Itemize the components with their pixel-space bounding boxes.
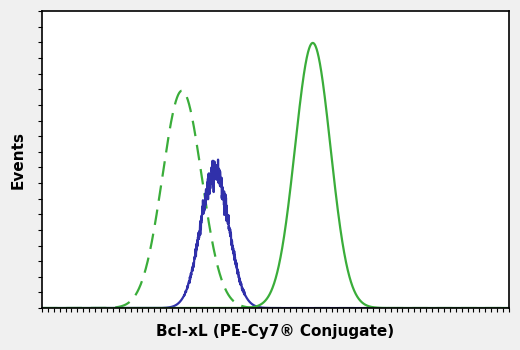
- X-axis label: Bcl-xL (PE-Cy7® Conjugate): Bcl-xL (PE-Cy7® Conjugate): [157, 324, 395, 339]
- Y-axis label: Events: Events: [11, 131, 26, 189]
